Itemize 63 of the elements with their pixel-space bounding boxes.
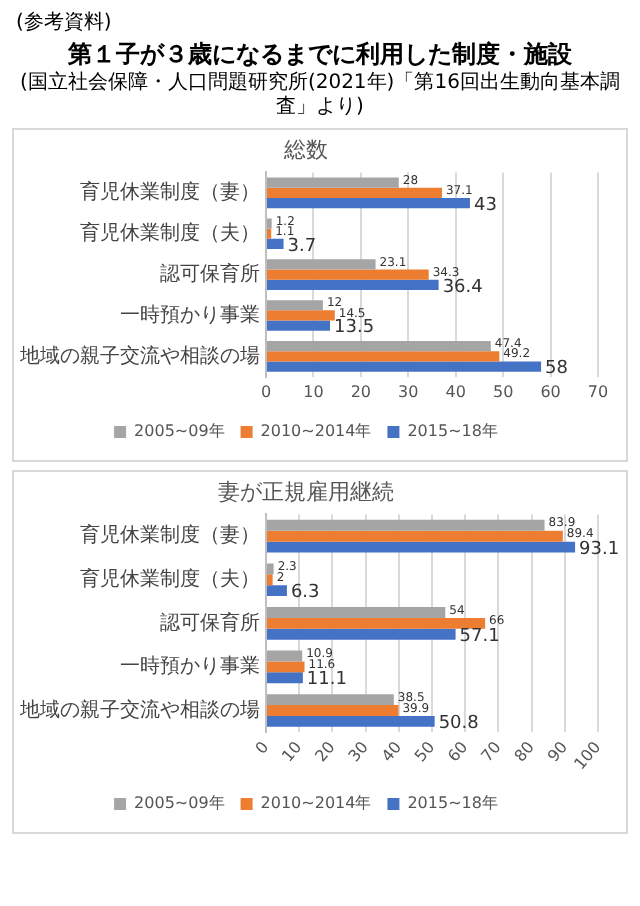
data-label: 13.5 bbox=[334, 319, 375, 340]
legend-label: 2010~2014年 bbox=[260, 794, 372, 813]
bar bbox=[267, 341, 491, 353]
chart-title: 妻が正規雇用継続 bbox=[218, 479, 394, 506]
bar bbox=[267, 321, 331, 332]
bar bbox=[267, 280, 439, 291]
bar bbox=[267, 311, 335, 322]
x-tick-label: 0 bbox=[251, 738, 273, 759]
y-tick-label: 地域の親子交流や相談の場 bbox=[18, 698, 260, 723]
x-tick-label: 50 bbox=[492, 383, 514, 402]
x-tick-label: 90 bbox=[544, 738, 572, 767]
bar bbox=[267, 188, 442, 199]
x-tick-label: 40 bbox=[445, 383, 466, 402]
x-tick-label: 80 bbox=[510, 738, 538, 767]
x-tick-label: 70 bbox=[587, 383, 609, 402]
legend-label: 2005~09年 bbox=[134, 794, 225, 813]
legend-label: 2015~18年 bbox=[407, 794, 498, 813]
x-tick-label: 20 bbox=[350, 383, 372, 402]
chart-title: 総数 bbox=[282, 137, 328, 164]
x-tick-label: 60 bbox=[444, 738, 472, 767]
y-tick-label: 認可保育所 bbox=[160, 262, 260, 287]
y-tick-label: 一時預かり事業 bbox=[120, 654, 260, 679]
x-tick-label: 40 bbox=[378, 738, 406, 767]
bar bbox=[267, 198, 470, 209]
x-tick-label: 10 bbox=[278, 738, 306, 767]
data-label: 36.4 bbox=[442, 278, 484, 299]
text: (国立社会保障・人口問題研究所(2021年)「第16回出生動向基本調査」より) bbox=[18, 72, 622, 121]
x-tick-label: 60 bbox=[540, 383, 561, 402]
data-label: 43 bbox=[473, 196, 497, 217]
x-tick-label: 20 bbox=[311, 738, 339, 767]
bar bbox=[267, 178, 399, 189]
data-label: 58 bbox=[545, 360, 569, 381]
legend-label: 2015~18年 bbox=[407, 422, 498, 441]
x-tick-label: 50 bbox=[411, 738, 439, 767]
data-label: 93.1 bbox=[579, 540, 620, 561]
bar bbox=[267, 270, 429, 281]
y-tick-label: 認可保育所 bbox=[160, 611, 260, 636]
y-tick-label: 育児休業制度（夫） bbox=[80, 221, 260, 246]
y-tick-label: 地域の親子交流や相談の場 bbox=[18, 344, 260, 369]
data-label: 50.8 bbox=[438, 714, 480, 735]
x-tick-label: 0 bbox=[260, 383, 272, 402]
text: (参考資料) bbox=[16, 12, 114, 36]
y-tick-label: 育児休業制度（妻） bbox=[80, 180, 260, 205]
y-tick-label: 育児休業制度（妻） bbox=[80, 524, 260, 549]
data-label: 3.7 bbox=[287, 237, 317, 258]
legend-label: 2010~2014年 bbox=[260, 422, 372, 441]
y-tick-label: 育児休業制度（夫） bbox=[80, 567, 260, 592]
bar bbox=[267, 260, 376, 271]
bar bbox=[267, 362, 542, 373]
bar bbox=[267, 300, 323, 312]
x-tick-label: 30 bbox=[344, 738, 372, 767]
legend-label: 2005~09年 bbox=[134, 422, 225, 441]
bar bbox=[267, 239, 284, 250]
text: 第１子が３歳になるまでに利用した制度・施設 bbox=[66, 40, 574, 69]
x-tick-label: 10 bbox=[303, 383, 324, 402]
x-tick-label: 30 bbox=[398, 383, 419, 402]
data-label: 57.1 bbox=[459, 627, 500, 648]
x-tick-label: 70 bbox=[477, 738, 505, 767]
x-tick-label: 100 bbox=[570, 738, 605, 774]
bar bbox=[267, 352, 500, 363]
y-tick-label: 一時預かり事業 bbox=[120, 303, 260, 328]
data-label: 6.3 bbox=[290, 584, 320, 605]
data-label: 11.1 bbox=[306, 671, 347, 692]
